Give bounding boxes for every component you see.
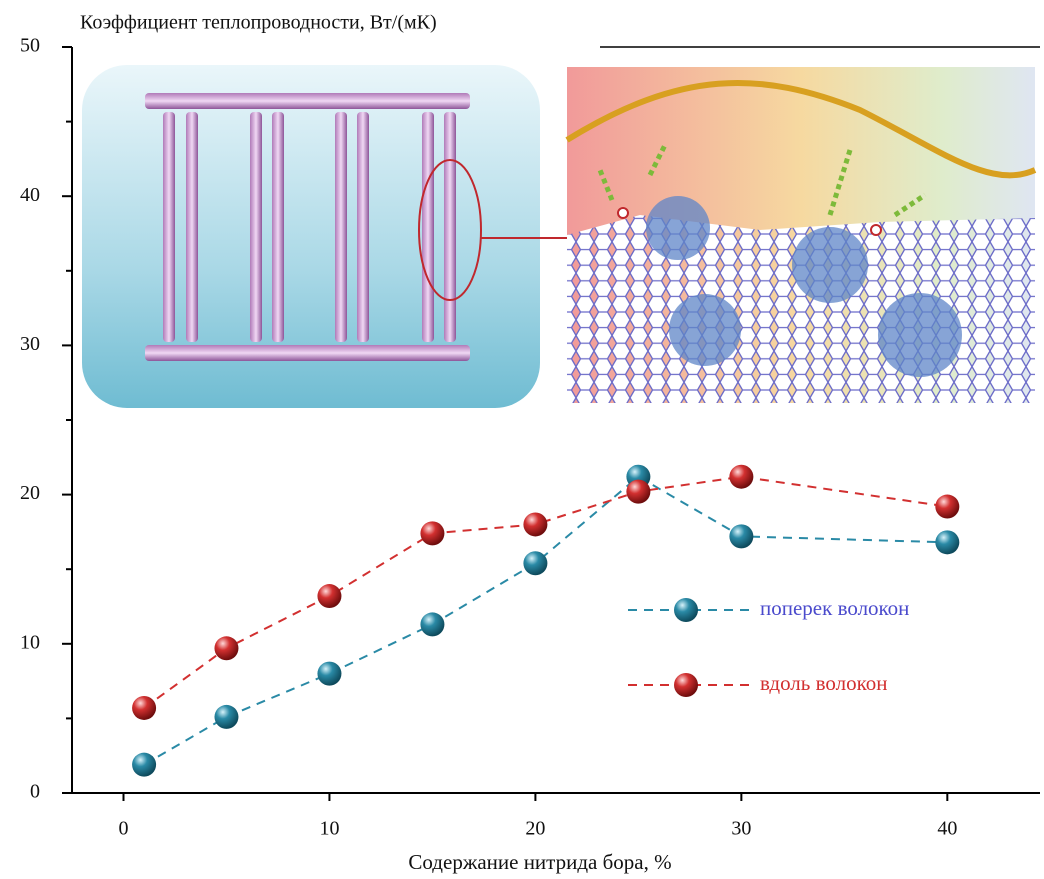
data-point <box>420 521 445 546</box>
y-tick-label: 0 <box>30 781 40 803</box>
data-point <box>214 704 239 729</box>
y-tick-label: 40 <box>20 184 40 206</box>
data-point <box>317 661 342 686</box>
y-tick-label: 10 <box>20 631 40 653</box>
legend-marker <box>674 673 698 697</box>
data-point <box>523 512 548 537</box>
data-point <box>935 530 960 555</box>
data-point <box>420 612 445 637</box>
data-point <box>729 524 754 549</box>
y-tick-label: 50 <box>20 35 40 57</box>
data-point <box>935 494 960 519</box>
x-tick-label: 20 <box>525 818 545 840</box>
inset-left <box>82 65 614 408</box>
x-tick-label: 0 <box>118 818 128 840</box>
chart-title: Коэффициент теплопроводности, Вт/(мК) <box>80 12 437 34</box>
inset-right <box>565 67 1037 403</box>
data-point <box>214 636 239 661</box>
series-line <box>143 475 948 709</box>
y-tick-label: 20 <box>20 482 40 504</box>
legend-label: вдоль волокон <box>760 671 887 695</box>
data-point <box>523 551 548 576</box>
data-point <box>132 695 157 720</box>
legend-label: поперек волокон <box>760 596 909 620</box>
x-axis-label: Содержание нитрида бора, % <box>408 850 671 874</box>
legend-marker <box>674 598 698 622</box>
data-point <box>626 479 651 504</box>
x-tick-label: 30 <box>731 818 751 840</box>
data-point <box>729 464 754 489</box>
y-tick-label: 30 <box>20 333 40 355</box>
data-point <box>317 584 342 609</box>
series-line <box>143 475 948 766</box>
x-tick-label: 40 <box>937 818 957 840</box>
x-tick-label: 10 <box>319 818 339 840</box>
data-point <box>132 752 157 777</box>
